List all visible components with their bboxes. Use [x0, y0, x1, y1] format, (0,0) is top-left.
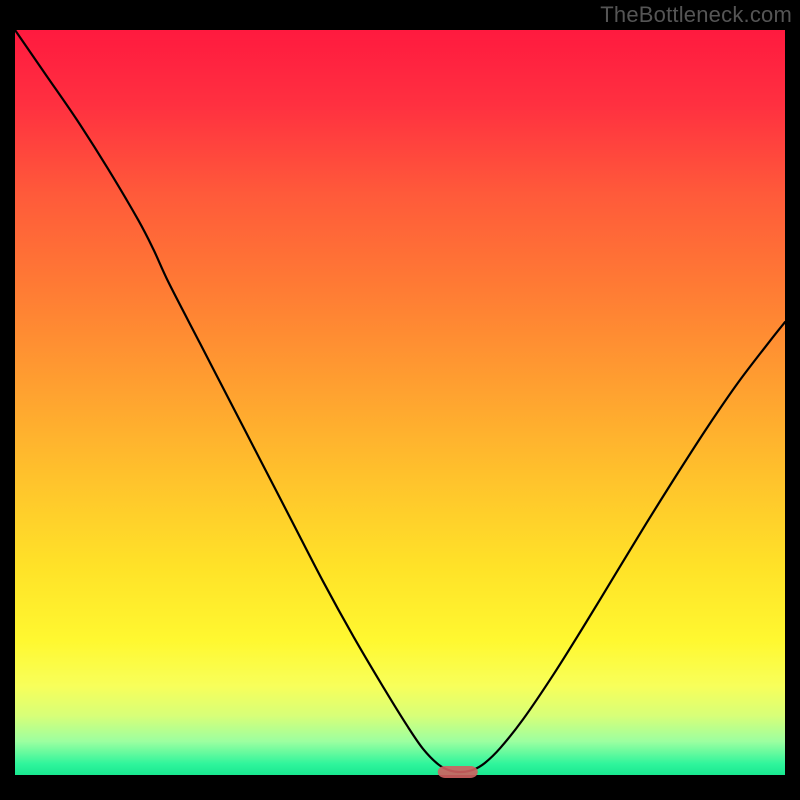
bottleneck-chart [0, 0, 800, 800]
watermark-text: TheBottleneck.com [600, 2, 792, 28]
optimal-marker [438, 766, 478, 778]
chart-background [15, 30, 785, 775]
